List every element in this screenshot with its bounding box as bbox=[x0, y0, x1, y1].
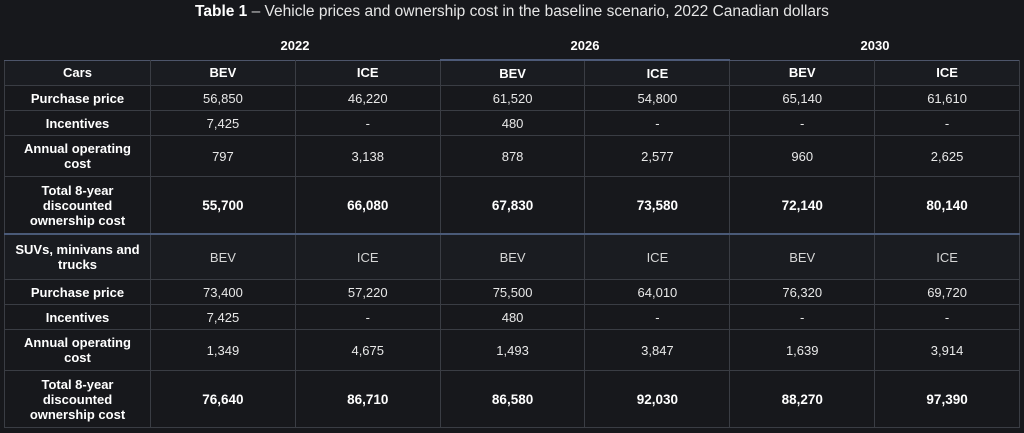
table-cell: 76,320 bbox=[729, 279, 876, 305]
table-cell: 61,520 bbox=[439, 85, 586, 111]
row-label: Incentives bbox=[4, 304, 151, 330]
table-cell: 65,140 bbox=[729, 85, 876, 111]
table-cell: 61,610 bbox=[874, 85, 1020, 111]
table-cell: 72,140 bbox=[729, 176, 876, 235]
column-header: ICE bbox=[584, 59, 731, 86]
table-cell: 2,577 bbox=[584, 135, 731, 177]
table-cell: 86,710 bbox=[294, 370, 441, 428]
table-row: Annual operating cost 797 3,138 878 2,57… bbox=[4, 135, 1020, 177]
row-label: Purchase price bbox=[4, 85, 151, 111]
year-header: 2022 2026 2030 bbox=[150, 38, 1020, 56]
table-cell: 878 bbox=[439, 135, 586, 177]
table-cell: 56,850 bbox=[150, 85, 296, 111]
table-row: Purchase price 56,850 46,220 61,520 54,8… bbox=[4, 85, 1020, 111]
section-header-row: SUVs, minivans and trucks BEV ICE BEV IC… bbox=[4, 233, 1020, 280]
table-cell: - bbox=[874, 304, 1020, 330]
section-header: Cars bbox=[4, 59, 151, 86]
table-cell: 57,220 bbox=[294, 279, 441, 305]
table-cell: 80,140 bbox=[874, 176, 1020, 235]
row-label: Incentives bbox=[4, 110, 151, 136]
table-row-total: Total 8-year discounted ownership cost 7… bbox=[4, 370, 1020, 428]
table-cell: - bbox=[294, 110, 441, 136]
table-row: Incentives 7,425 - 480 - - - bbox=[4, 110, 1020, 136]
table-cell: 7,425 bbox=[150, 110, 296, 136]
column-header: ICE bbox=[874, 233, 1020, 280]
section-header-row: Cars BEV ICE BEV ICE BEV ICE bbox=[4, 59, 1020, 86]
table-cell: 69,720 bbox=[874, 279, 1020, 305]
column-header: ICE bbox=[874, 59, 1020, 86]
column-header: BEV bbox=[439, 233, 586, 280]
table-row-total: Total 8-year discounted ownership cost 5… bbox=[4, 176, 1020, 235]
year-label: 2022 bbox=[280, 38, 310, 53]
table-cell: 1,639 bbox=[729, 329, 876, 371]
cost-table: Cars BEV ICE BEV ICE BEV ICE Purchase pr… bbox=[4, 59, 1020, 428]
column-header: BEV bbox=[439, 59, 586, 86]
column-header: BEV bbox=[729, 59, 876, 86]
table-cell: - bbox=[874, 110, 1020, 136]
table-cell: 73,400 bbox=[150, 279, 296, 305]
row-label: Annual operating cost bbox=[4, 135, 151, 177]
table-cell: 3,138 bbox=[294, 135, 441, 177]
section-header: SUVs, minivans and trucks bbox=[4, 233, 151, 280]
table-cell: - bbox=[584, 304, 731, 330]
table-cell: 2,625 bbox=[874, 135, 1020, 177]
table-cell: 480 bbox=[439, 304, 586, 330]
table-cell: - bbox=[729, 110, 876, 136]
table-cell: 67,830 bbox=[439, 176, 586, 235]
table-cell: 46,220 bbox=[294, 85, 441, 111]
table-cell: 3,914 bbox=[874, 329, 1020, 371]
table-title-label: Table 1 bbox=[195, 3, 248, 20]
table-row: Annual operating cost 1,349 4,675 1,493 … bbox=[4, 329, 1020, 371]
year-label: 2026 bbox=[570, 38, 600, 53]
table-cell: 73,580 bbox=[584, 176, 731, 235]
table-cell: 86,580 bbox=[439, 370, 586, 428]
column-header: BEV bbox=[729, 233, 876, 280]
table-title-dash: – bbox=[247, 3, 265, 20]
table-cell: 54,800 bbox=[584, 85, 731, 111]
table-cell: - bbox=[294, 304, 441, 330]
table-cell: 1,493 bbox=[439, 329, 586, 371]
table-cell: 88,270 bbox=[729, 370, 876, 428]
table-row: Purchase price 73,400 57,220 75,500 64,0… bbox=[4, 279, 1020, 305]
table-title-text: Vehicle prices and ownership cost in the… bbox=[264, 3, 829, 20]
row-label: Total 8-year discounted ownership cost bbox=[4, 176, 151, 235]
table-cell: 66,080 bbox=[294, 176, 441, 235]
table-cell: - bbox=[729, 304, 876, 330]
column-header: ICE bbox=[584, 233, 731, 280]
table-cell: 92,030 bbox=[584, 370, 731, 428]
table-cell: 3,847 bbox=[584, 329, 731, 371]
table-cell: 7,425 bbox=[150, 304, 296, 330]
column-header: ICE bbox=[294, 59, 441, 86]
row-label: Total 8-year discounted ownership cost bbox=[4, 370, 151, 428]
table-cell: - bbox=[584, 110, 731, 136]
table-cell: 75,500 bbox=[439, 279, 586, 305]
column-header: BEV bbox=[150, 59, 296, 86]
table-cell: 1,349 bbox=[150, 329, 296, 371]
table-cell: 97,390 bbox=[874, 370, 1020, 428]
column-header: ICE bbox=[294, 233, 441, 280]
row-label: Purchase price bbox=[4, 279, 151, 305]
table-cell: 797 bbox=[150, 135, 296, 177]
column-header: BEV bbox=[150, 233, 296, 280]
table-cell: 64,010 bbox=[584, 279, 731, 305]
table-cell: 480 bbox=[439, 110, 586, 136]
row-label: Annual operating cost bbox=[4, 329, 151, 371]
table-row: Incentives 7,425 - 480 - - - bbox=[4, 304, 1020, 330]
year-label: 2030 bbox=[860, 38, 890, 53]
table-cell: 55,700 bbox=[150, 176, 296, 235]
table-title: Table 1 – Vehicle prices and ownership c… bbox=[0, 3, 1024, 21]
table-cell: 76,640 bbox=[150, 370, 296, 428]
table-cell: 4,675 bbox=[294, 329, 441, 371]
table-cell: 960 bbox=[729, 135, 876, 177]
